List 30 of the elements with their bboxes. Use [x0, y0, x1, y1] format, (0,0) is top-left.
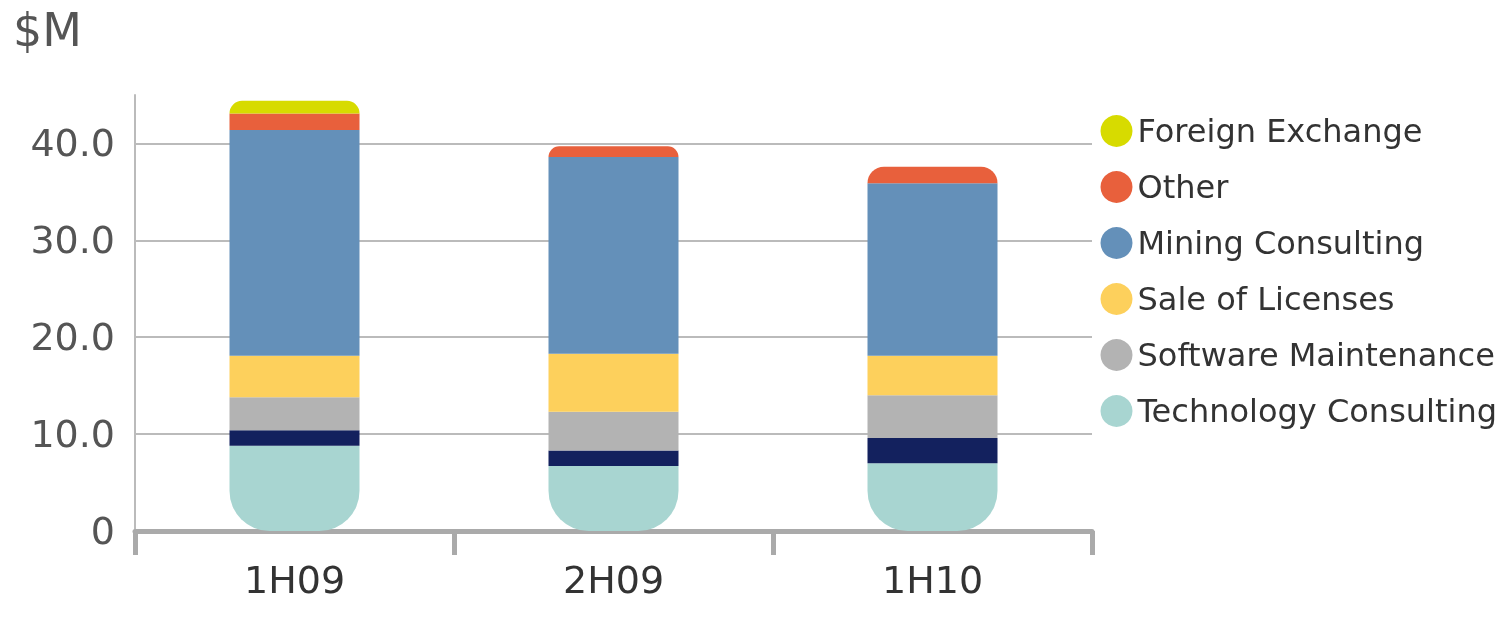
bar	[867, 166, 998, 184]
y-axis-title: $M	[13, 3, 82, 57]
bar	[229, 113, 360, 130]
bar	[229, 397, 360, 431]
legend-label: Other	[1137, 168, 1230, 206]
bar	[229, 129, 360, 356]
bar	[867, 183, 998, 356]
legend-label: Foreign Exchange	[1137, 112, 1423, 150]
legend-label: Software Maintenance	[1137, 336, 1495, 374]
x-tick-label: 1H09	[243, 558, 346, 602]
legend-label: Sale of Licenses	[1137, 280, 1395, 318]
y-tick-label: 10.0	[30, 412, 115, 457]
bar	[229, 355, 360, 398]
y-tick-label: 20.0	[30, 315, 115, 360]
bar	[548, 157, 679, 354]
bar	[229, 445, 360, 531]
bar	[867, 437, 998, 464]
legend-label: Technology Consulting	[1136, 392, 1497, 430]
legend-label: Mining Consulting	[1137, 224, 1425, 262]
x-tick-label: 2H09	[562, 558, 665, 602]
bar	[548, 450, 679, 467]
y-tick-label: 40.0	[30, 121, 115, 166]
bar	[548, 146, 679, 158]
bar	[229, 430, 360, 446]
bar	[548, 353, 679, 412]
y-tick-label: 30.0	[30, 218, 115, 263]
x-tick-label: 1H10	[881, 558, 984, 602]
y-tick-label: 0	[90, 509, 115, 553]
bar	[229, 100, 360, 114]
bar	[867, 355, 998, 396]
